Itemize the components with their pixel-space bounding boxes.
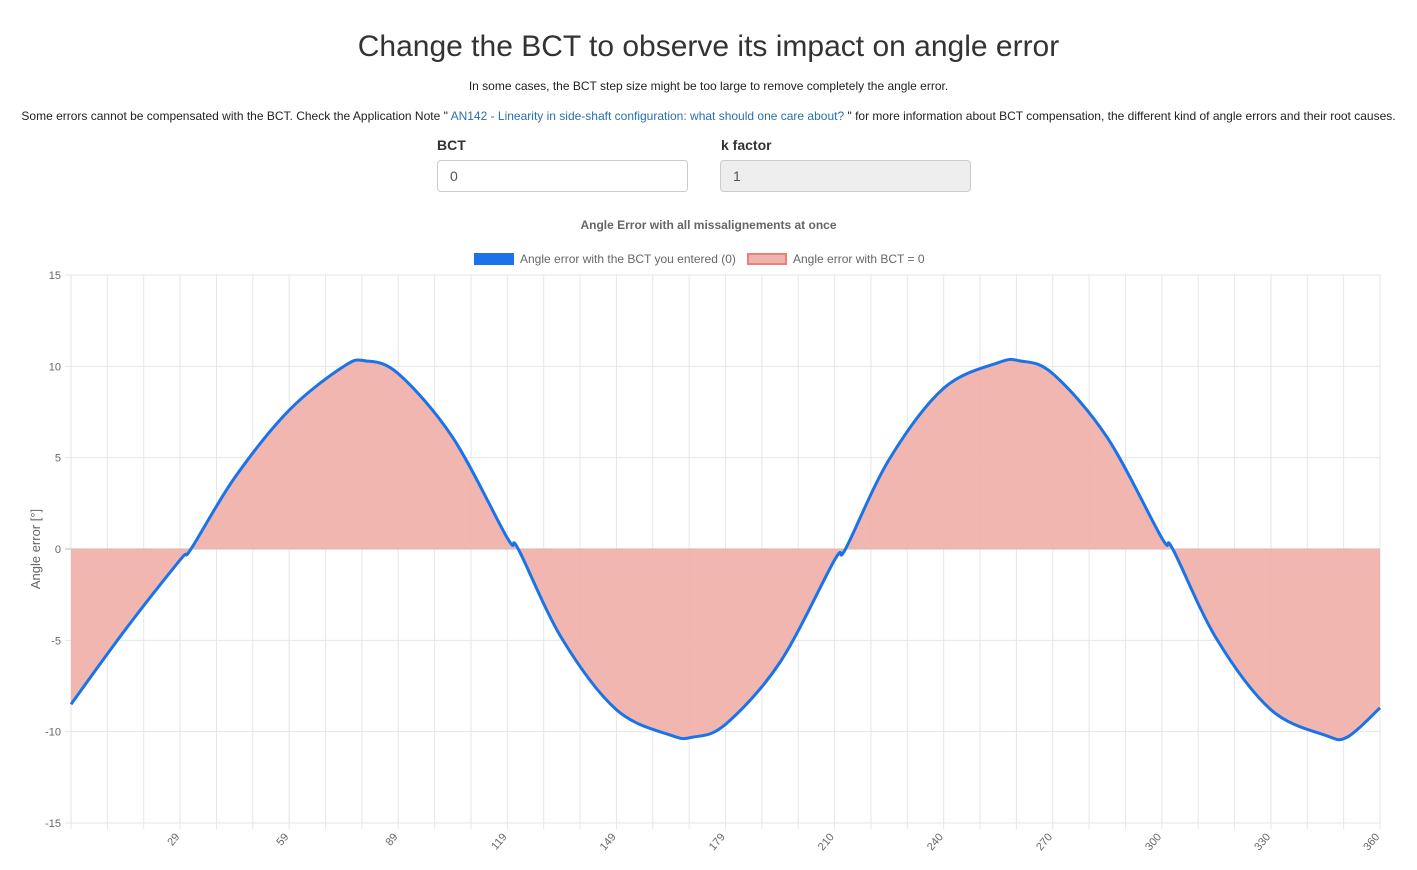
x-tick-label: 179 <box>707 831 728 853</box>
x-tick-label: 119 <box>489 831 509 852</box>
legend-swatch-line <box>474 253 514 265</box>
note-text-before: Some errors cannot be compensated with t… <box>21 109 451 123</box>
chart-legend: Angle error with the BCT you entered (0)… <box>0 251 1417 267</box>
y-tick-label: -5 <box>51 635 61 647</box>
legend-item-bct-zero[interactable]: Angle error with BCT = 0 <box>747 251 925 267</box>
bct-input[interactable] <box>437 160 688 192</box>
x-tick-label: 29 <box>165 831 182 848</box>
legend-swatch-area <box>747 253 787 265</box>
y-tick-label: -15 <box>45 818 61 830</box>
area-bct-zero <box>71 359 1380 740</box>
legend-item-bct-entered[interactable]: Angle error with the BCT you entered (0) <box>474 251 736 267</box>
x-tick-label: 330 <box>1252 831 1273 853</box>
application-note: Some errors cannot be compensated with t… <box>0 109 1417 123</box>
x-tick-label: 89 <box>383 831 400 848</box>
k-factor-label: k factor <box>721 137 772 153</box>
chart-title: Angle Error with all missalignements at … <box>580 218 837 232</box>
x-tick-label: 210 <box>816 831 837 853</box>
an142-link[interactable]: AN142 - Linearity in side-shaft configur… <box>450 109 845 123</box>
bct-step-note: In some cases, the BCT step size might b… <box>468 79 949 93</box>
y-tick-label: 0 <box>55 544 61 556</box>
note-text-after: " for more information about BCT compens… <box>844 109 1396 123</box>
k-factor-input <box>720 160 971 192</box>
bct-label: BCT <box>437 137 466 153</box>
line-bct-entered <box>69 357 1382 742</box>
x-tick-label: 59 <box>274 831 291 848</box>
y-tick-label: -10 <box>45 727 61 739</box>
y-tick-label: 5 <box>55 453 61 465</box>
y-tick-label: 15 <box>49 270 61 282</box>
x-tick-label: 300 <box>1143 831 1164 853</box>
x-tick-label: 360 <box>1361 831 1382 853</box>
x-tick-label: 149 <box>598 831 619 853</box>
x-tick-label: 270 <box>1034 831 1055 853</box>
legend-label-bct-entered: Angle error with the BCT you entered (0) <box>520 252 736 266</box>
x-tick-label: 240 <box>925 831 946 853</box>
legend-label-bct-zero: Angle error with BCT = 0 <box>793 252 925 266</box>
page-title: Change the BCT to observe its impact on … <box>357 30 1060 63</box>
y-axis-label: Angle error [°] <box>28 509 43 589</box>
y-tick-label: 10 <box>49 361 61 373</box>
